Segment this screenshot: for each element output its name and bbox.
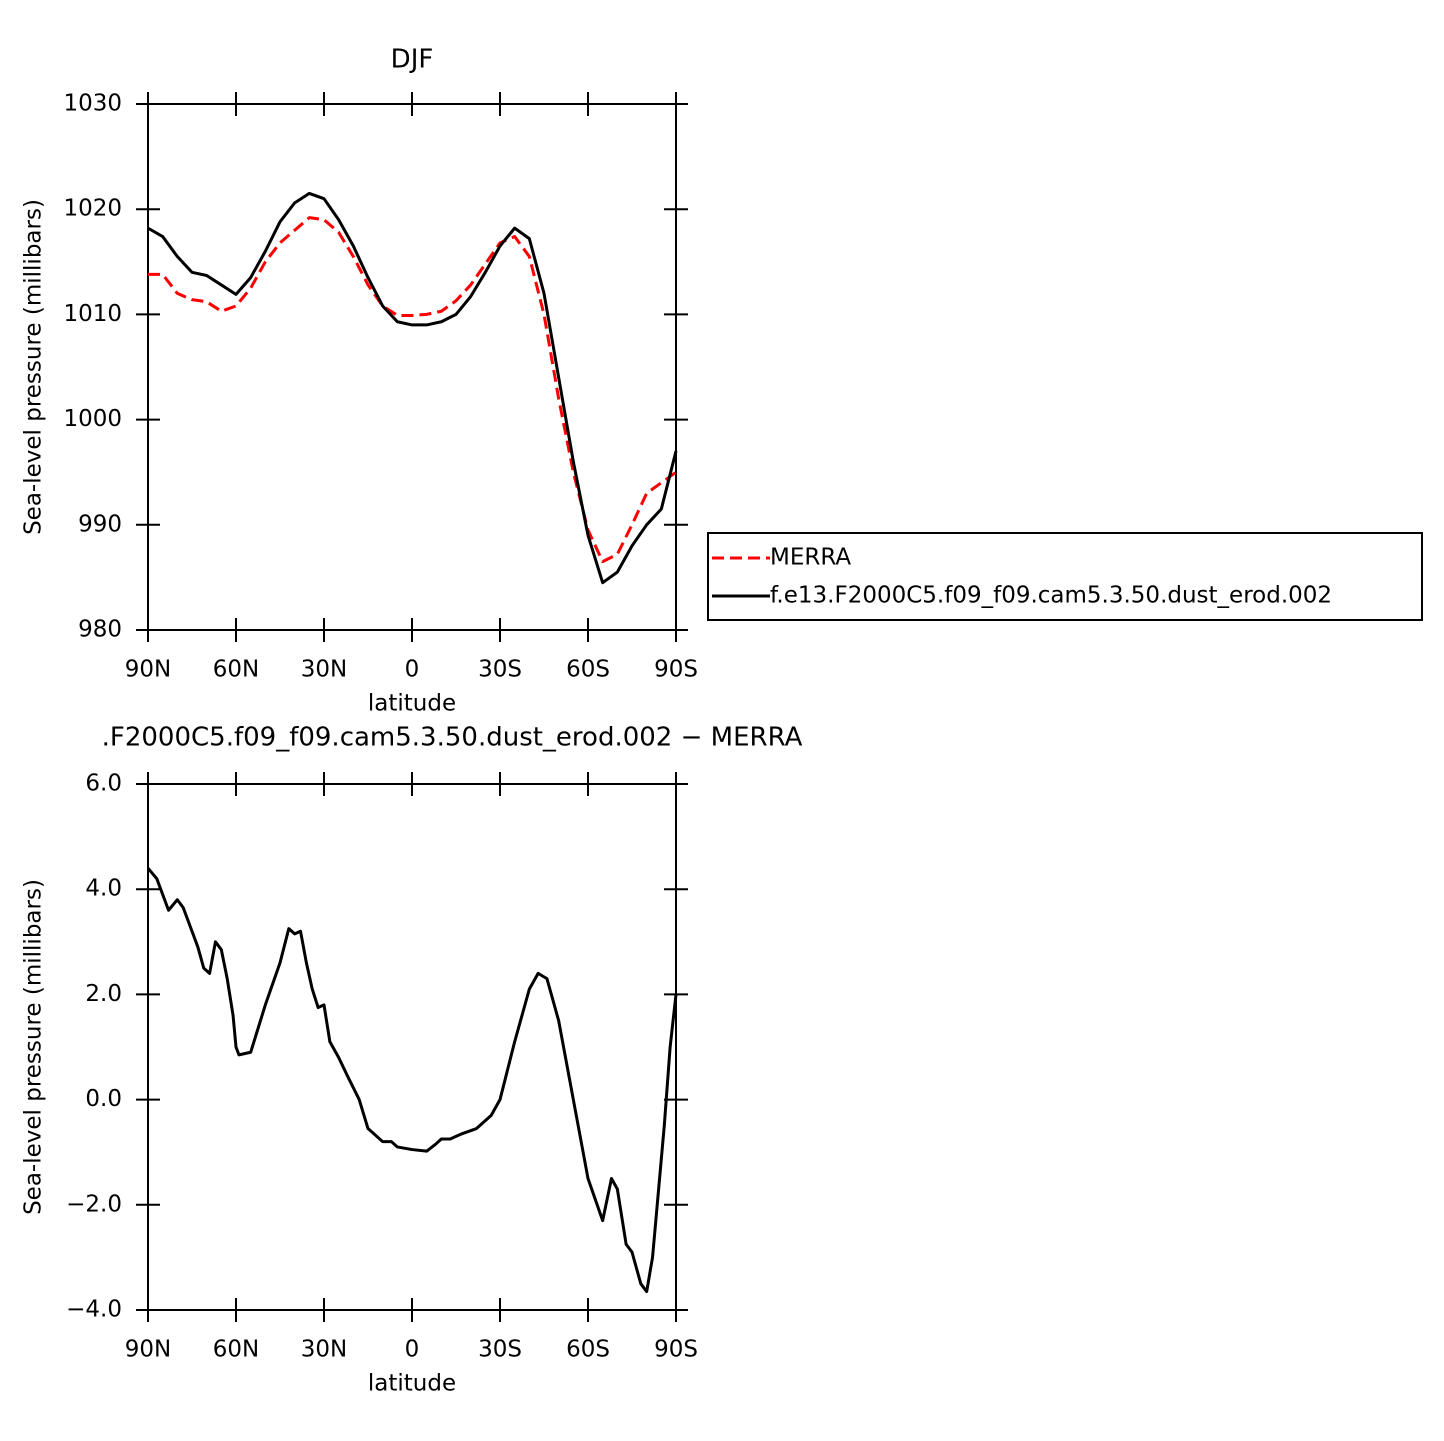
legend-box xyxy=(707,532,1423,621)
y-tick-label: 1000 xyxy=(63,406,122,432)
x-tick-label: 0 xyxy=(405,1337,420,1363)
y-tick-label: 2.0 xyxy=(85,981,122,1007)
x-tick-label: 90S xyxy=(654,1337,698,1363)
x-tick-label: 30N xyxy=(301,1337,347,1363)
data-line xyxy=(148,216,677,564)
y-tick-label: 1010 xyxy=(63,301,122,327)
x-tick-label: 60N xyxy=(213,657,259,683)
plot-frame xyxy=(147,783,677,1311)
x-tick-label: 90N xyxy=(125,657,171,683)
y-tick-label: 6.0 xyxy=(85,771,122,797)
y-axis-label: Sea-level pressure (millibars) xyxy=(21,199,47,535)
y-tick-label: 4.0 xyxy=(85,876,122,902)
x-tick-label: 30S xyxy=(478,657,522,683)
legend-label: MERRA xyxy=(770,545,851,571)
y-tick-label: 990 xyxy=(78,511,122,537)
x-tick-label: 60S xyxy=(566,1337,610,1363)
legend-label: f.e13.F2000C5.f09_f09.cam5.3.50.dust_ero… xyxy=(770,583,1332,609)
x-tick-label: 30S xyxy=(478,1337,522,1363)
x-tick-label: 0 xyxy=(405,657,420,683)
y-tick-label: 1020 xyxy=(63,196,122,222)
x-axis-label: latitude xyxy=(368,1371,456,1397)
y-tick-label: −4.0 xyxy=(66,1297,122,1323)
data-line xyxy=(147,191,678,585)
y-tick-label: 0.0 xyxy=(85,1086,122,1112)
y-tick-label: 980 xyxy=(78,617,122,643)
y-tick-label: 1030 xyxy=(63,91,122,117)
x-axis-label: latitude xyxy=(368,691,456,717)
x-tick-label: 90N xyxy=(125,1337,171,1363)
data-line xyxy=(146,867,678,1294)
chart-title: DJF xyxy=(391,45,434,75)
x-tick-label: 90S xyxy=(654,657,698,683)
x-tick-label: 30N xyxy=(301,657,347,683)
chart-title: .F2000C5.f09_f09.cam5.3.50.dust_erod.002… xyxy=(102,723,803,753)
x-tick-label: 60N xyxy=(213,1337,259,1363)
y-axis-label: Sea-level pressure (millibars) xyxy=(21,879,47,1215)
x-tick-label: 60S xyxy=(566,657,610,683)
y-tick-label: −2.0 xyxy=(66,1191,122,1217)
